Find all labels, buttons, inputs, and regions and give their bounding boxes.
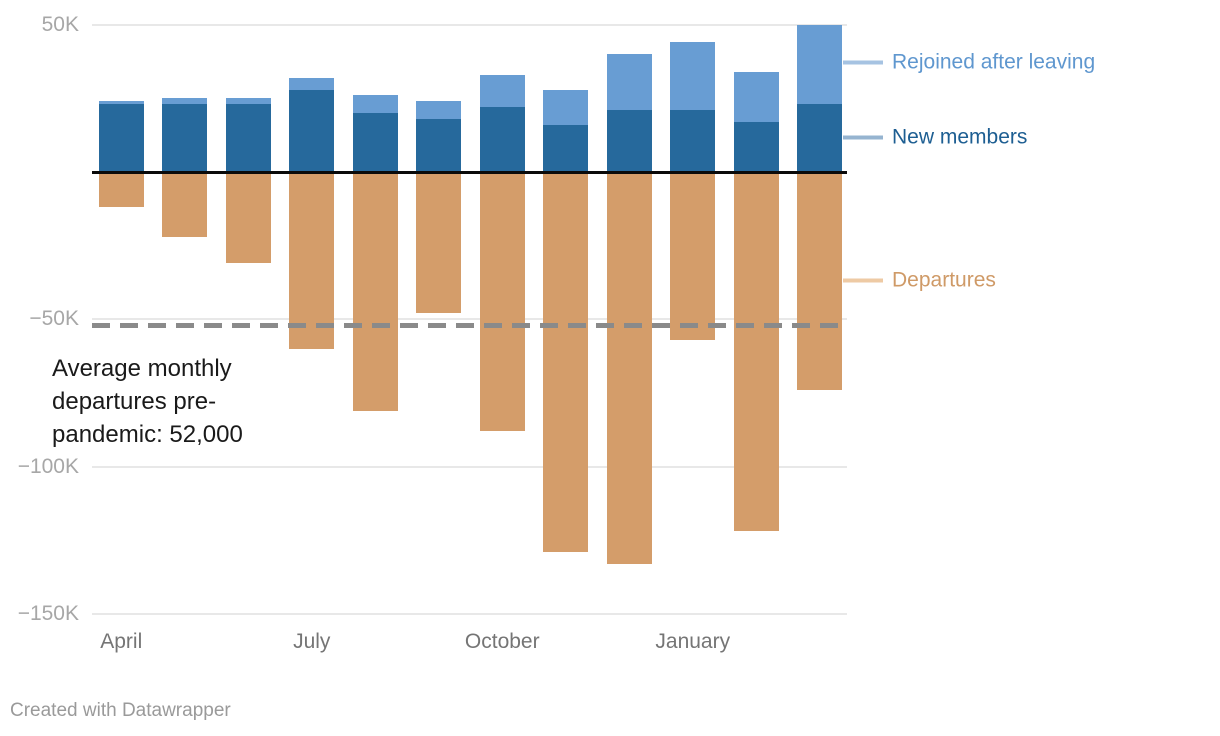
bar-segment-departures-october[interactable]	[479, 172, 525, 432]
annotation-line: departures pre-	[52, 388, 217, 415]
legend-item-new-members: New members	[843, 125, 1027, 150]
bar-segment-new-members-february[interactable]	[733, 121, 779, 172]
bar-segment-new-members-january[interactable]	[670, 110, 716, 172]
bar-segment-rejoined-april[interactable]	[98, 101, 144, 105]
bar-segment-departures-november[interactable]	[543, 172, 589, 552]
x-axis-tick-label-october: October	[464, 630, 540, 653]
bar-segment-new-members-march[interactable]	[797, 104, 843, 172]
bar-segment-new-members-may[interactable]	[162, 104, 208, 172]
gridline	[92, 465, 847, 468]
bar-segment-new-members-october[interactable]	[479, 107, 525, 172]
bar-segment-departures-december[interactable]	[606, 172, 652, 564]
bar-segment-departures-march[interactable]	[797, 172, 843, 390]
bar-segment-departures-july[interactable]	[289, 172, 335, 349]
y-axis-tick-label: −150K	[17, 601, 79, 625]
attribution-link[interactable]: Created with Datawrapper	[10, 700, 231, 721]
x-axis-tick-label-january: January	[655, 630, 731, 653]
legend-label-new-members: New members	[892, 125, 1028, 149]
bar-segment-rejoined-december[interactable]	[606, 54, 652, 111]
y-axis-tick-label: −100K	[17, 454, 79, 478]
bar-segment-rejoined-july[interactable]	[289, 77, 335, 90]
bar-segment-rejoined-march[interactable]	[797, 24, 843, 105]
bar-segment-departures-april[interactable]	[98, 172, 144, 208]
bar-segment-new-members-december[interactable]	[606, 110, 652, 172]
bar-segment-departures-february[interactable]	[733, 172, 779, 532]
gridline	[92, 318, 847, 321]
bar-segment-rejoined-october[interactable]	[479, 74, 525, 108]
bar-segment-new-members-november[interactable]	[543, 124, 589, 172]
average-departures-reference-line	[92, 322, 847, 328]
bar-segment-departures-september[interactable]	[416, 172, 462, 314]
bar-segment-new-members-september[interactable]	[416, 118, 462, 172]
bar-segment-departures-january[interactable]	[670, 172, 716, 340]
bar-segment-rejoined-february[interactable]	[733, 71, 779, 122]
x-axis-tick-label-july: July	[293, 630, 331, 653]
annotation-line: pandemic: 52,000	[52, 421, 243, 448]
bar-segment-new-members-april[interactable]	[98, 104, 144, 172]
bar-segment-departures-june[interactable]	[225, 172, 271, 264]
bar-segment-rejoined-september[interactable]	[416, 101, 462, 119]
zero-baseline	[92, 170, 847, 174]
bar-segment-new-members-august[interactable]	[352, 113, 398, 172]
reference-line-annotation: Average monthly departures pre- pandemic…	[52, 352, 243, 451]
gridline	[92, 23, 847, 26]
bar-segment-rejoined-november[interactable]	[543, 89, 589, 125]
annotation-line: Average monthly	[52, 355, 232, 382]
gridline	[92, 612, 847, 615]
legend-item-rejoined: Rejoined after leaving	[843, 50, 1095, 75]
bar-segment-departures-may[interactable]	[162, 172, 208, 237]
legend-item-departures: Departures	[843, 268, 996, 293]
bar-segment-new-members-june[interactable]	[225, 104, 271, 172]
y-axis-tick-label: 50K	[41, 12, 79, 36]
bar-segment-rejoined-january[interactable]	[670, 42, 716, 111]
legend-label-rejoined: Rejoined after leaving	[892, 50, 1096, 74]
legend-leader-line-departures	[843, 278, 883, 282]
legend-label-departures: Departures	[892, 268, 996, 292]
bar-segment-departures-august[interactable]	[352, 172, 398, 411]
x-axis-tick-label-april: April	[100, 630, 143, 653]
bar-segment-new-members-july[interactable]	[289, 89, 335, 172]
bar-segment-rejoined-august[interactable]	[352, 95, 398, 114]
y-axis-tick-label: −50K	[29, 307, 79, 331]
bar-segment-rejoined-may[interactable]	[162, 98, 208, 105]
bar-segment-rejoined-june[interactable]	[225, 98, 271, 105]
legend-leader-line-new-members	[843, 135, 883, 139]
legend-leader-line-rejoined	[843, 60, 883, 64]
